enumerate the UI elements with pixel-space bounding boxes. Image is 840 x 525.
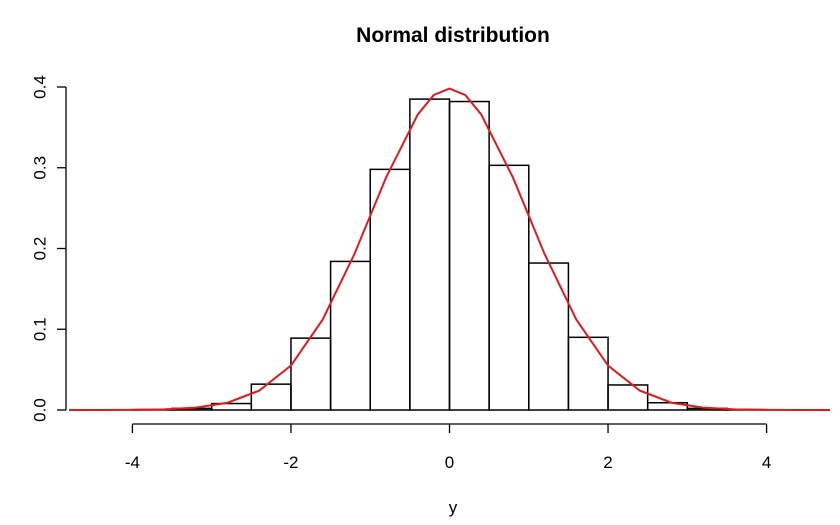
histogram-bar [329,260,371,411]
histogram-bar [528,262,570,411]
density-curve [69,87,830,411]
y-tick-label: 0.4 [31,75,50,99]
histogram-bar [607,384,649,411]
histogram-bar [409,98,451,411]
x-tick-label: -4 [125,453,140,472]
chart-title: Normal distribution [356,24,550,47]
histogram-bar [290,337,332,411]
x-tick-label: 0 [445,453,454,472]
histogram-bars [131,98,768,411]
y-axis: 0.0 0.1 0.2 0.3 0.4 [31,75,67,422]
histogram-bar [567,336,609,411]
y-tick-label: 0.3 [31,156,50,180]
x-tick-label: 2 [603,453,612,472]
y-tick-label: 0.0 [31,398,50,422]
y-tick-label: 0.2 [31,237,50,261]
histogram-bar [646,401,689,411]
y-tick-label: 0.1 [31,317,50,341]
histogram-bar [369,168,411,411]
histogram-bar [448,100,490,411]
x-axis-label: y [449,498,458,517]
x-axis: -4 -2 0 2 4 [125,423,771,472]
histogram-bar [250,383,292,411]
x-tick-label: -2 [283,453,298,472]
x-tick-label: 4 [762,453,771,472]
density-curve-layer [69,87,830,411]
